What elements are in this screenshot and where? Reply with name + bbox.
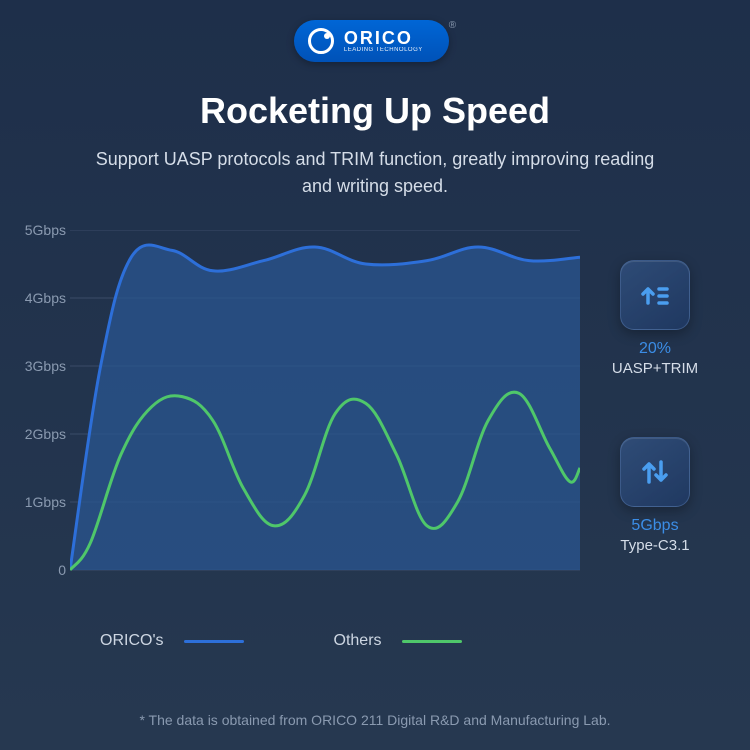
card-label: UASP+TRIM (612, 360, 698, 377)
speed-chart: 5Gbps4Gbps3Gbps2Gbps1Gbps0 ORICO's Other… (0, 230, 580, 630)
page-subtitle: Support UASP protocols and TRIM function… (95, 146, 655, 200)
card-label: Type-C3.1 (620, 537, 689, 554)
y-axis-label: 0 (58, 562, 66, 578)
page-title: Rocketing Up Speed (0, 90, 750, 132)
main-content: 5Gbps4Gbps3Gbps2Gbps1Gbps0 ORICO's Other… (0, 230, 750, 630)
logo-brand: ORICO (344, 29, 423, 47)
card-value: 5Gbps (631, 517, 678, 535)
y-axis-label: 5Gbps (25, 222, 66, 238)
chart-legend: ORICO's Others (100, 632, 462, 650)
legend-others: Others (334, 632, 462, 650)
y-axis-label: 3Gbps (25, 358, 66, 374)
y-axis-label: 1Gbps (25, 494, 66, 510)
orico-area (70, 245, 580, 570)
y-axis-label: 4Gbps (25, 290, 66, 306)
y-axis-label: 2Gbps (25, 426, 66, 442)
feature-cards: 20% UASP+TRIM 5Gbps Type-C3.1 (580, 230, 730, 630)
transfer-icon (620, 437, 690, 507)
upload-bars-icon (620, 260, 690, 330)
card-value: 20% (639, 340, 671, 358)
logo-icon (308, 28, 334, 54)
registered-mark: ® (449, 20, 456, 31)
card-uasp-trim: 20% UASP+TRIM (612, 260, 698, 377)
legend-line-others (402, 640, 462, 643)
legend-line-orico (184, 640, 244, 643)
footnote: * The data is obtained from ORICO 211 Di… (0, 712, 750, 728)
card-typec: 5Gbps Type-C3.1 (620, 437, 690, 554)
brand-logo: ORICO LEADING TECHNOLOGY (294, 20, 449, 62)
logo-area: ORICO LEADING TECHNOLOGY ® (0, 0, 750, 62)
legend-orico: ORICO's (100, 632, 244, 650)
logo-tagline: LEADING TECHNOLOGY (344, 47, 423, 53)
